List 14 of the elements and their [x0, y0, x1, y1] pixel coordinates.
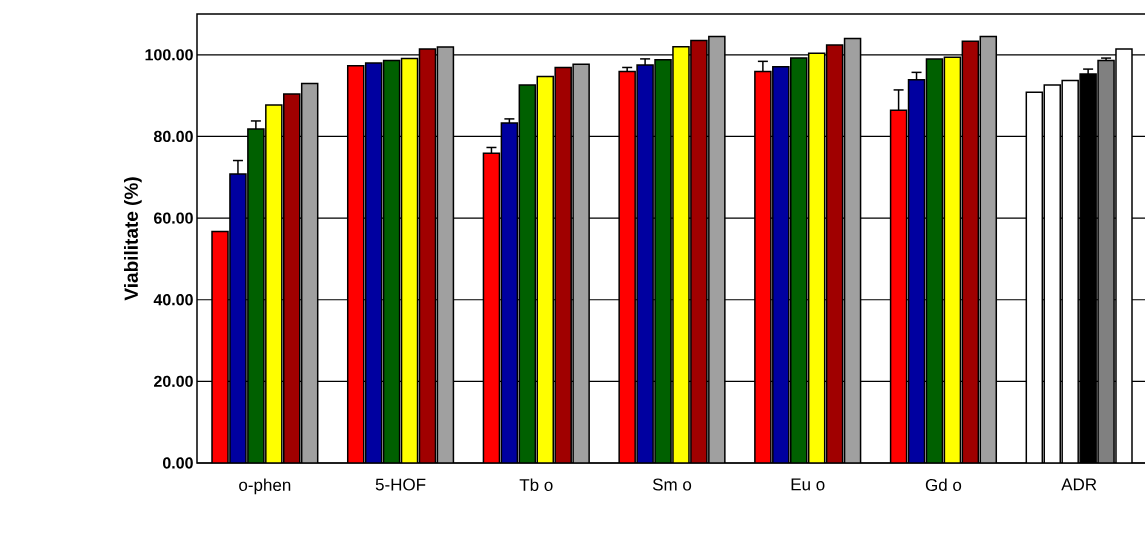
y-tick-label: 100.00 [145, 49, 193, 61]
y-tick-label: 20.00 [154, 375, 193, 388]
x-tick-label: Gd o [925, 478, 962, 492]
x-tick-label: Sm o [652, 478, 692, 491]
y-tick-label: 0.00 [162, 457, 193, 469]
x-tick-label: o-phen [239, 478, 291, 495]
x-tick-label: Tb o [519, 478, 553, 492]
x-tick-label: Eu o [791, 478, 825, 491]
y-tick-label: 60.00 [154, 212, 193, 224]
y-axis-title: Viabilitate (%) [123, 177, 142, 301]
y-tick-label: 40.00 [153, 294, 193, 306]
x-tick-label: 5-HOF [375, 478, 426, 491]
y-tick-label: 80.00 [153, 130, 193, 143]
x-tick-label: ADR [1061, 478, 1097, 491]
